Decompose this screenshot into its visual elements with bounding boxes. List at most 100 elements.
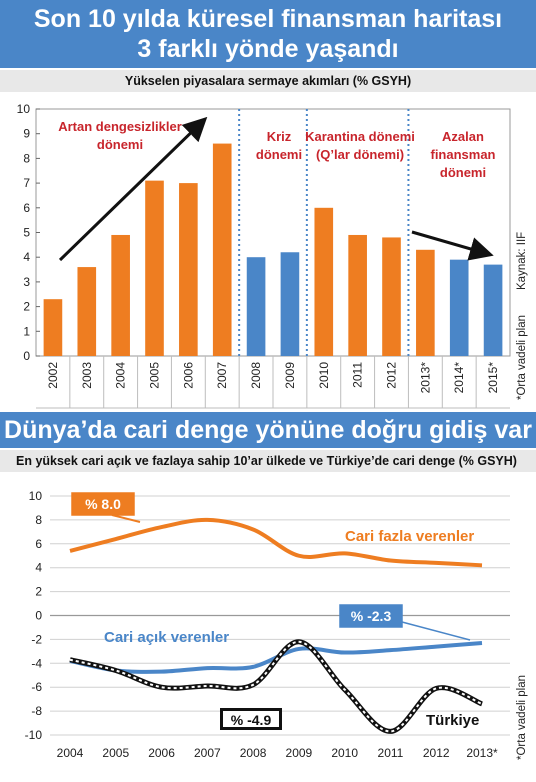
surplus-series-label: Cari fazla verenler (345, 528, 474, 545)
x-tick-label: 2008 (240, 746, 267, 760)
period-label-line: dönemi (97, 137, 143, 152)
x-tick-label: 2011 (351, 362, 365, 388)
period-label: Karantina dönemi (Q’lar dönemi) (305, 129, 415, 162)
y-tick-label: 4 (23, 250, 30, 264)
x-tick-label: 2012 (385, 362, 399, 389)
period-label-line: Azalan (442, 129, 484, 144)
period-label-line: Artan dengesizlikler (58, 119, 182, 134)
middle-banner: Dünya’da cari denge yönüne doğru gidiş v… (0, 412, 536, 448)
chart1-bars (43, 143, 503, 356)
y-tick-label: 0 (23, 349, 30, 363)
period-label-line: dönemi (256, 147, 302, 162)
x-tick-label: 2006 (181, 362, 195, 389)
bar (280, 252, 300, 356)
bar (179, 183, 198, 356)
bar (416, 249, 435, 356)
y-tick-label: 2 (35, 585, 42, 599)
deficit-callout-box (339, 604, 403, 628)
period-label-line: finansman (430, 147, 495, 162)
chart1-subtitle: Yükselen piyasalara sermaye akımları (% … (0, 70, 536, 92)
bar (212, 143, 232, 356)
y-tick-label: -10 (25, 728, 43, 742)
period-label: Artan dengesizlikler dönemi (58, 119, 182, 152)
chart2-subtitle: En yüksek cari açık ve fazlaya sahip 10’… (0, 450, 536, 472)
deficit-callout: % -2.3 (351, 608, 392, 624)
banner-title-line2: 3 farklı yönde yaşandı (137, 35, 399, 63)
x-tick-label: 2010 (317, 362, 331, 389)
period-label-line: Kriz (267, 129, 292, 144)
banner-title-2: Dünya’da cari denge yönüne doğru gidiş v… (4, 416, 532, 444)
x-tick-label: 2013* (466, 746, 498, 760)
turkey-line-outline (69, 639, 484, 734)
bar (77, 267, 97, 356)
y-tick-label: 7 (23, 176, 30, 190)
plan-footnote-2: *Orta vadeli plan (516, 675, 528, 760)
x-tick-label: 2013* (418, 362, 432, 394)
x-tick-label: 2004 (114, 362, 128, 389)
x-tick-label: 2014* (452, 362, 466, 394)
chart2-labels: % 8.0 Cari fazla verenler % -2.3 Cari açık … (71, 492, 479, 730)
rising-arrow (58, 116, 208, 262)
x-tick-label: 2009 (286, 746, 313, 760)
y-tick-label: 8 (23, 151, 30, 165)
y-tick-label: 10 (29, 489, 43, 503)
x-tick-label: 2010 (331, 746, 358, 760)
x-tick-label: 2009 (283, 362, 297, 389)
x-tick-label: 2011 (378, 746, 404, 760)
surplus-callout: % 8.0 (85, 496, 121, 512)
chart2-lines (69, 517, 484, 734)
bar (483, 264, 503, 356)
bar (246, 257, 266, 356)
y-tick-label: -6 (31, 680, 42, 694)
plan-footnote-1: *Orta vadeli plan (516, 315, 528, 400)
bar (314, 207, 334, 356)
bar (449, 259, 469, 356)
falling-arrow (411, 230, 494, 261)
surplus-line (69, 517, 483, 568)
y-tick-label: 2 (23, 300, 30, 314)
period-label: Azalan finansman dönemi (430, 129, 495, 180)
period-label-line: Karantina dönemi (305, 129, 415, 144)
y-tick-label: 5 (23, 226, 30, 240)
y-tick-label: 3 (23, 275, 30, 289)
bar (43, 299, 63, 356)
x-tick-label: 2007 (215, 362, 229, 389)
chart1-arrows (58, 116, 494, 262)
capital-flows-bar-chart: 0 1 2 3 4 5 6 7 8 9 10 2002 2003 2004 2005 2006 2007 2008… (17, 102, 528, 409)
turkey-series-label: Türkiye (426, 712, 479, 729)
source-label: Kaynak: IIF (516, 232, 528, 290)
bar (382, 237, 401, 356)
x-tick-label: 2003 (80, 362, 94, 389)
bar (111, 234, 130, 356)
deficit-callout-pointer (401, 621, 471, 641)
period-label-line: (Q’lar dönemi) (316, 147, 404, 162)
y-tick-label: 9 (23, 127, 30, 141)
y-tick-label: 6 (35, 537, 42, 551)
turkey-callout: % -4.9 (231, 712, 272, 728)
x-tick-label: 2006 (148, 746, 175, 760)
y-tick-label: 10 (17, 102, 31, 116)
surplus-callout-box (71, 492, 135, 516)
x-tick-label: 2015* (486, 362, 500, 394)
x-tick-label: 2005 (102, 746, 129, 760)
period-label-line: dönemi (440, 165, 486, 180)
y-tick-label: 6 (23, 201, 30, 215)
y-tick-label: 8 (35, 513, 42, 527)
y-tick-label: -8 (31, 704, 42, 718)
x-tick-label: 2012 (423, 746, 450, 760)
x-tick-label: 2008 (249, 362, 263, 389)
bar (145, 180, 164, 356)
deficit-series-label: Cari açık verenler (104, 629, 229, 646)
y-tick-label: 1 (23, 324, 30, 338)
surplus-callout-pointer (111, 514, 141, 523)
x-tick-label: 2004 (57, 746, 84, 760)
top-banner: Son 10 yılda küresel finansman haritası … (0, 0, 536, 68)
y-tick-label: 0 (35, 609, 42, 623)
y-tick-label: -2 (31, 632, 42, 646)
y-tick-label: 4 (35, 561, 42, 575)
y-tick-label: -4 (31, 656, 42, 670)
banner-title-line1: Son 10 yılda küresel finansman haritası (33, 5, 503, 33)
turkey-callout-inner (223, 711, 279, 727)
